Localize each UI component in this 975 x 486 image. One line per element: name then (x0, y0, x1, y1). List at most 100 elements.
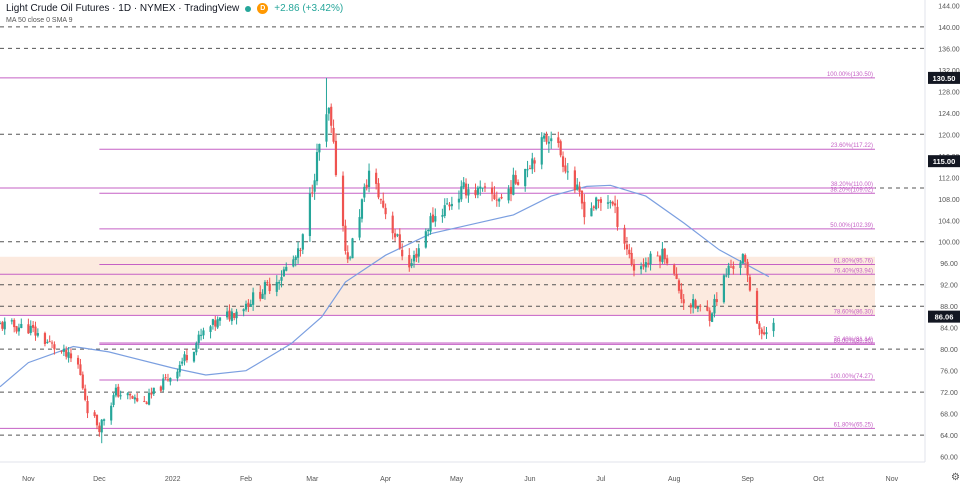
candle-body (285, 266, 288, 271)
y-tick-label: 72.00 (940, 390, 958, 397)
delayed-badge[interactable]: D (257, 3, 269, 14)
y-tick-label: 144.00 (938, 3, 960, 10)
candle-body (592, 206, 595, 208)
candle-body (434, 216, 437, 222)
candle-body (632, 263, 636, 271)
candle-body (244, 303, 248, 310)
candle-body (495, 199, 498, 201)
fib-level-label: 38.20%(109.02) (830, 187, 873, 193)
candle-body (67, 352, 70, 358)
price-tag-label: 130.50 (933, 74, 956, 83)
candle-body (367, 170, 371, 187)
candle-body (708, 310, 711, 321)
candle-body (301, 234, 304, 250)
candle-body (360, 199, 364, 219)
y-tick-label: 100.00 (938, 240, 960, 247)
candle-body (689, 304, 692, 308)
candle-body (490, 187, 494, 195)
candle-body (375, 172, 378, 184)
candle-body (48, 341, 51, 343)
x-tick-label: Apr (380, 476, 392, 483)
y-tick-label: 124.00 (938, 111, 960, 118)
candle-body (166, 379, 170, 381)
candle-body (65, 350, 68, 357)
candle-body (60, 350, 63, 352)
candle-body (327, 107, 330, 114)
x-tick-label: Dec (93, 476, 106, 483)
candle-body (543, 135, 546, 139)
candle-body (325, 114, 328, 142)
symbol-title[interactable]: Light Crude Oil Futures · 1D · NYMEX · T… (6, 3, 240, 14)
x-tick-label: Oct (813, 476, 824, 483)
candle-body (315, 152, 319, 182)
candle-body (13, 319, 16, 328)
candle-body (117, 386, 120, 397)
candle-body (741, 254, 744, 264)
y-tick-label: 136.00 (938, 46, 960, 53)
candle-body (199, 334, 203, 336)
candle-body (159, 386, 162, 391)
candle-body (176, 371, 179, 379)
candle-body (557, 137, 560, 143)
candle-body (379, 199, 382, 201)
candle-body (308, 193, 312, 236)
candle-body (341, 175, 345, 227)
candle-body (391, 215, 394, 234)
candle-body (673, 265, 676, 274)
candle-body (483, 186, 487, 188)
candle-body (561, 156, 565, 167)
candle-body (725, 275, 728, 277)
candle-body (95, 414, 99, 426)
candle-body (235, 311, 238, 319)
fib-level-label: 76.40%(81.14) (834, 337, 873, 343)
candle-body (644, 262, 647, 268)
candle-body (344, 225, 347, 251)
candle-body (218, 317, 222, 321)
candle-body (282, 269, 285, 277)
candle-body (559, 141, 562, 156)
y-tick-label: 104.00 (938, 218, 960, 225)
y-tick-label: 92.00 (940, 283, 958, 290)
candle-body (275, 282, 278, 292)
candle-body (365, 184, 368, 188)
gear-icon[interactable]: ⚙ (951, 472, 960, 483)
candle-body (498, 198, 501, 202)
candle-body (658, 256, 662, 262)
candle-body (401, 249, 404, 257)
candle-body (732, 266, 735, 269)
candle-body (666, 258, 669, 264)
candle-body (318, 143, 321, 153)
candle-body (226, 311, 229, 318)
candle-body (145, 402, 148, 404)
candle-body (408, 255, 411, 268)
candle-body (663, 248, 666, 260)
candle-body (545, 134, 548, 142)
candle-body (415, 253, 418, 258)
candle-body (755, 290, 759, 324)
candle-body (448, 204, 451, 207)
candle-body (100, 419, 103, 433)
candle-body (197, 334, 200, 343)
x-tick-label: 2022 (165, 476, 181, 483)
candle-body (93, 412, 96, 417)
fib-level-label: 100.00%(74.27) (830, 374, 873, 380)
candle-body (185, 355, 188, 361)
candle-body (729, 266, 733, 268)
candle-body (46, 341, 49, 343)
candle-body (110, 405, 113, 421)
candle-body (346, 252, 349, 260)
indicator-legend[interactable]: MA 50 close 0 SMA 9 (6, 17, 73, 24)
candle-body (43, 333, 47, 344)
fib-level-label: 61.80%(95.76) (834, 259, 873, 265)
x-tick-label: Sep (741, 476, 754, 483)
candle-body (17, 327, 21, 332)
fib-level-label: 76.40%(93.94) (834, 268, 873, 274)
fib-level-label: 80.00%(80.90) (834, 338, 873, 344)
candle-body (292, 259, 295, 267)
candle-body (630, 252, 633, 265)
candle-body (112, 395, 115, 405)
candle-body (533, 160, 536, 164)
y-tick-label: 132.00 (938, 68, 960, 75)
candle-body (677, 280, 681, 291)
